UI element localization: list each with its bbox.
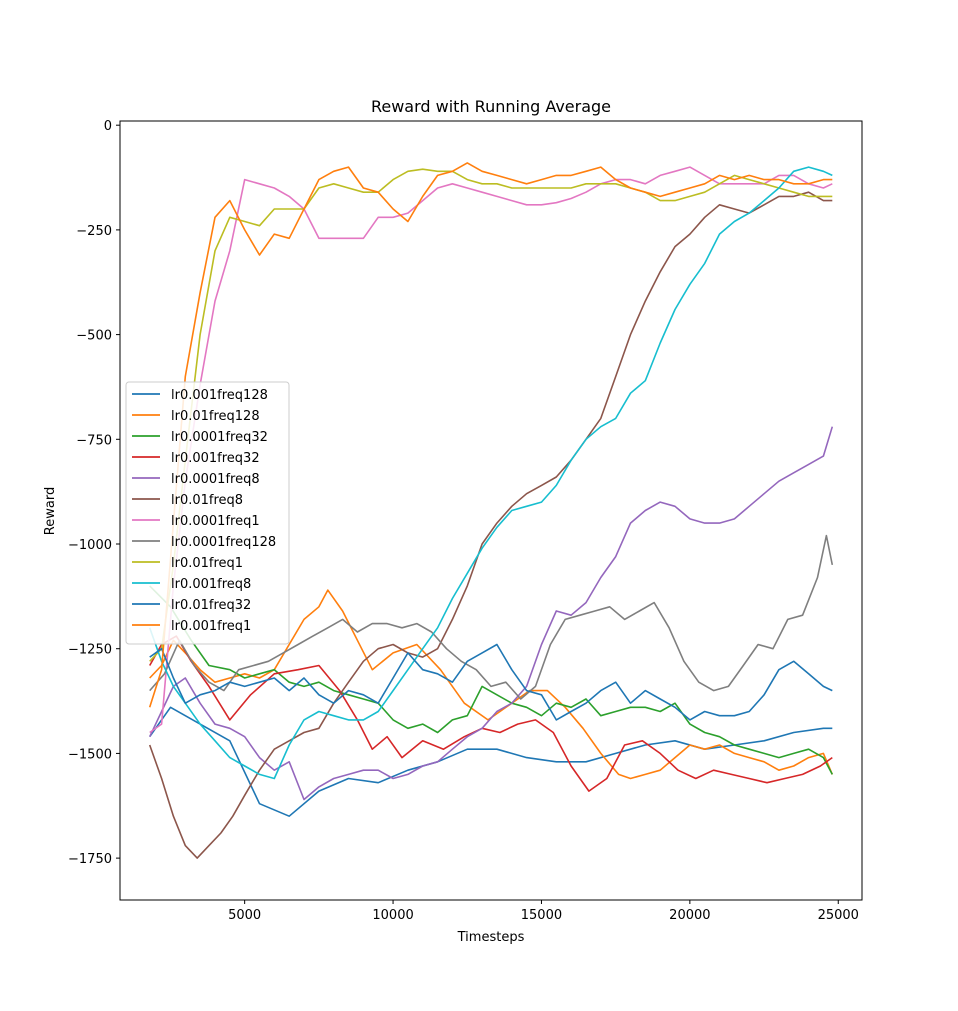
y-tick-label: −1000 — [68, 538, 112, 553]
x-tick-label: 20000 — [669, 908, 710, 923]
x-tick-label: 25000 — [818, 908, 859, 923]
y-axis-label: Reward — [43, 487, 58, 535]
x-tick-label: 15000 — [521, 908, 562, 923]
legend-label: lr0.001freq128 — [171, 388, 268, 403]
legend-label: lr0.0001freq8 — [171, 472, 260, 487]
y-tick-label: 0 — [104, 119, 112, 134]
legend-label: lr0.01freq32 — [171, 598, 251, 613]
x-axis-ticks: 5000 10000 15000 20000 25000 — [228, 900, 859, 923]
x-axis-label: Timesteps — [457, 930, 525, 945]
series-line-lr0.0001freq128 — [149, 534, 834, 700]
legend-label: lr0.0001freq32 — [171, 430, 268, 445]
legend-label: lr0.0001freq128 — [171, 535, 276, 550]
legend-label: lr0.01freq128 — [171, 409, 260, 424]
series-line-lr0.001freq32 — [149, 635, 833, 792]
legend-label: lr0.0001freq1 — [171, 514, 260, 529]
legend-label: lr0.01freq8 — [171, 493, 243, 508]
legend-label: lr0.001freq8 — [171, 577, 251, 592]
y-tick-label: −1250 — [68, 643, 112, 658]
series-line-lr0.0001freq32 — [149, 585, 834, 775]
legend-label: lr0.01freq1 — [171, 556, 243, 571]
y-tick-label: −750 — [76, 433, 112, 448]
series-line-lr0.001freq1 — [148, 162, 833, 708]
y-tick-label: −250 — [76, 224, 112, 239]
series-line-lr0.01freq1 — [149, 168, 833, 662]
y-axis-ticks: 0 −250 −500 −750 −1000 −1250 −1500 −1750 — [68, 119, 120, 867]
x-tick-label: 10000 — [372, 908, 413, 923]
y-tick-label: −500 — [76, 329, 112, 344]
series-line-lr0.01freq32 — [149, 643, 833, 721]
legend-label: lr0.001freq1 — [171, 619, 251, 634]
y-tick-label: −1500 — [68, 747, 112, 762]
plot-series-group — [148, 162, 834, 859]
legend-label: lr0.001freq32 — [171, 451, 260, 466]
legend: lr0.001freq128 lr0.01freq128 lr0.0001freq3… — [125, 381, 290, 645]
x-tick-label: 5000 — [228, 908, 261, 923]
series-line-lr0.001freq8 — [148, 166, 833, 780]
chart-title: Reward with Running Average — [371, 97, 611, 116]
legend-box — [125, 381, 290, 645]
y-tick-label: −1750 — [68, 852, 112, 867]
series-line-lr0.0001freq8 — [148, 426, 834, 801]
series-line-lr0.01freq8 — [148, 191, 833, 859]
series-line-lr0.0001freq1 — [149, 166, 833, 734]
plot-frame — [119, 120, 863, 901]
